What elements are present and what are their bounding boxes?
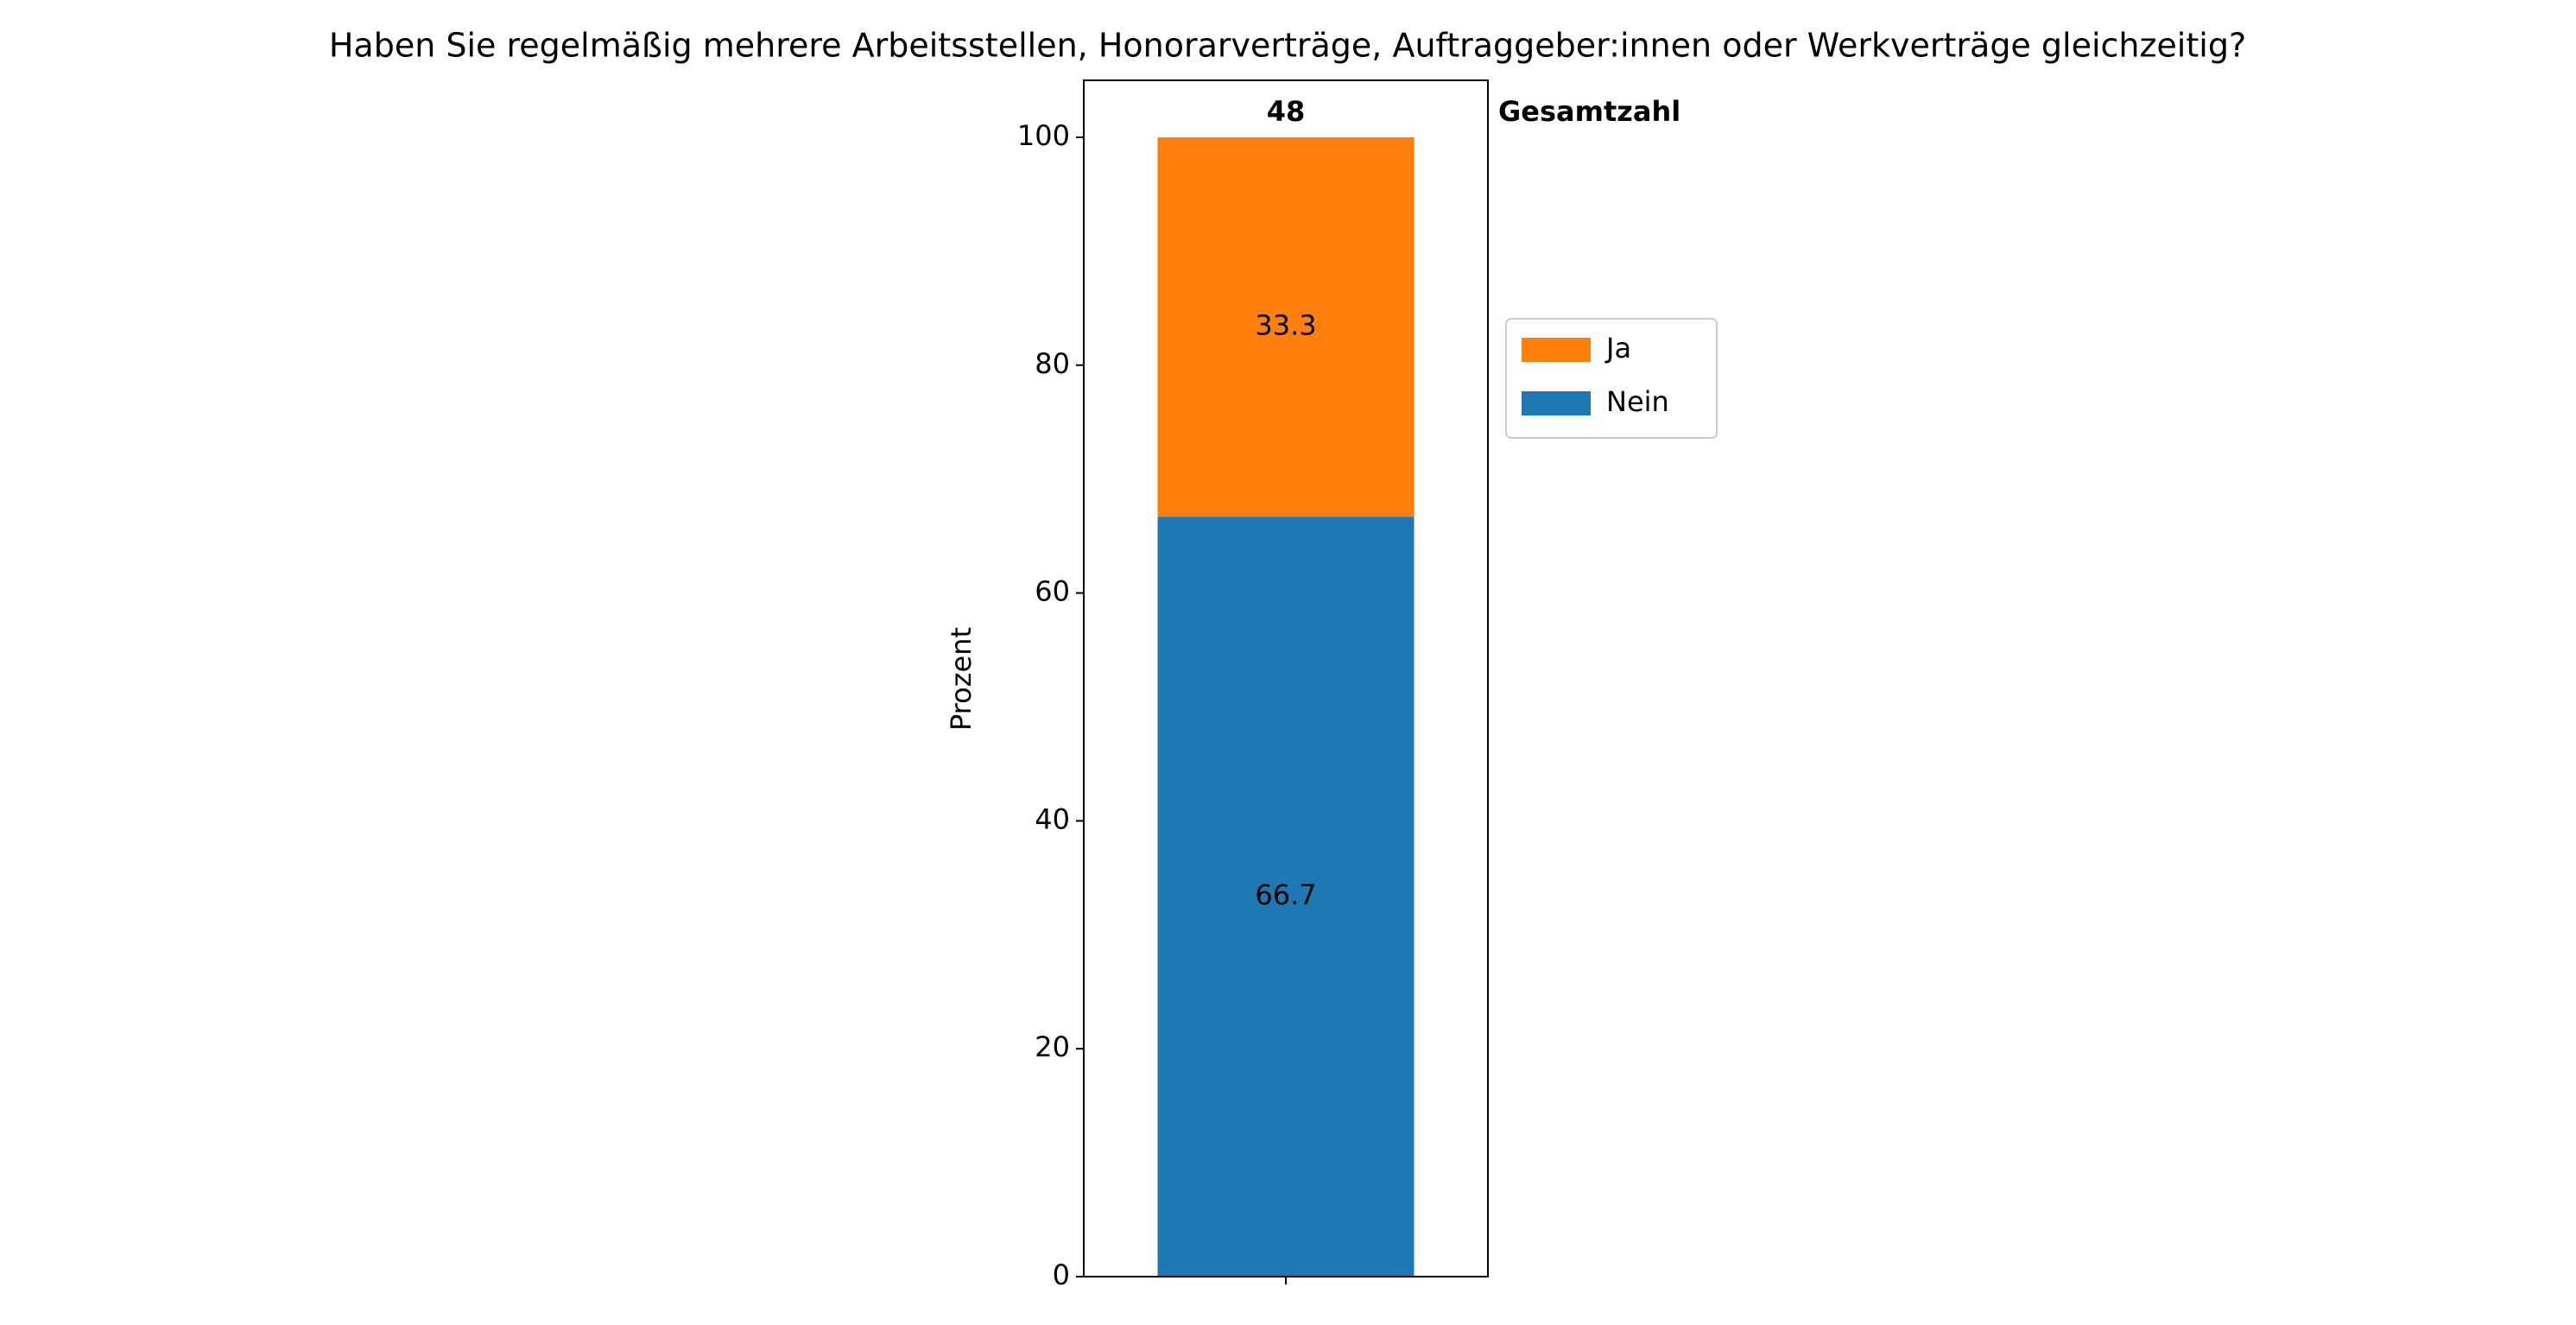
bar-segment [1157, 136, 1415, 517]
axes-frame [1083, 79, 1489, 1277]
y-tick-label: 60 [1035, 575, 1070, 608]
total-label: 48 [1267, 95, 1306, 128]
y-axis-label: Prozent [945, 627, 978, 731]
data-label: 66.7 [1255, 878, 1316, 911]
legend-swatch [1522, 338, 1591, 362]
total-annotation: Gesamtzahl [1498, 95, 1680, 128]
y-tick-label: 80 [1035, 347, 1070, 380]
y-tick-label: 20 [1035, 1030, 1070, 1063]
y-tick-label: 100 [1017, 119, 1070, 152]
y-tick-label: 40 [1035, 802, 1070, 835]
chart-title: Haben Sie regelmäßig mehrere Arbeitsstel… [329, 27, 2246, 65]
y-tick-label: 0 [1053, 1258, 1070, 1291]
legend-label: Nein [1606, 385, 1669, 418]
bar-segment [1157, 517, 1415, 1277]
legend-label: Ja [1604, 332, 1631, 365]
data-label: 33.3 [1255, 309, 1316, 342]
legend-swatch [1522, 391, 1591, 415]
